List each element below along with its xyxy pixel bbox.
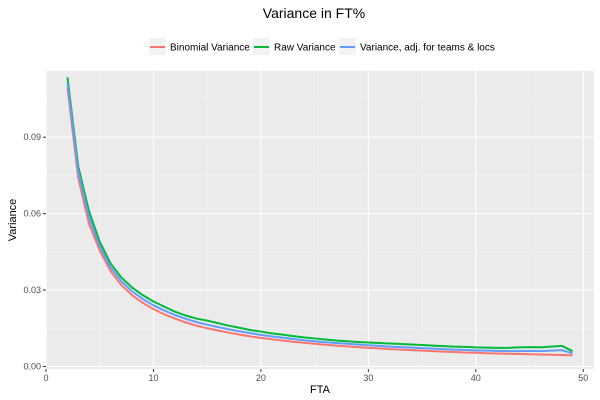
x-tick-label: 50	[578, 373, 588, 383]
chart-title: Variance in FT%	[263, 5, 365, 21]
x-axis: 0 10 20 30 40 50	[43, 369, 588, 383]
x-tick-label: 10	[148, 373, 158, 383]
y-tick-label: 0.00	[23, 361, 41, 371]
series-line-1	[66, 77, 573, 353]
grid	[45, 71, 594, 369]
legend-label-0: Binomial Variance	[170, 43, 250, 54]
series-line-0	[66, 87, 573, 357]
x-axis-label: FTA	[310, 384, 331, 396]
y-tick-label: 0.06	[23, 209, 41, 219]
x-tick-label: 20	[256, 373, 266, 383]
plot-panel	[46, 71, 594, 369]
series-line-2	[66, 82, 573, 355]
legend-label-2: Variance, adj. for teams & locs	[360, 43, 495, 54]
x-tick-label: 40	[471, 373, 481, 383]
x-tick-label: 30	[363, 373, 373, 383]
y-axis: 0.00 0.03 0.06 0.09	[23, 132, 46, 371]
y-axis-label: Variance	[7, 199, 19, 242]
series-lines	[66, 77, 573, 357]
y-tick-label: 0.03	[23, 285, 41, 295]
legend-label-1: Raw Variance	[274, 43, 336, 54]
legend: Binomial Variance Raw Variance Variance, a…	[149, 38, 495, 55]
y-tick-label: 0.09	[23, 132, 41, 142]
x-tick-label: 0	[43, 373, 48, 383]
